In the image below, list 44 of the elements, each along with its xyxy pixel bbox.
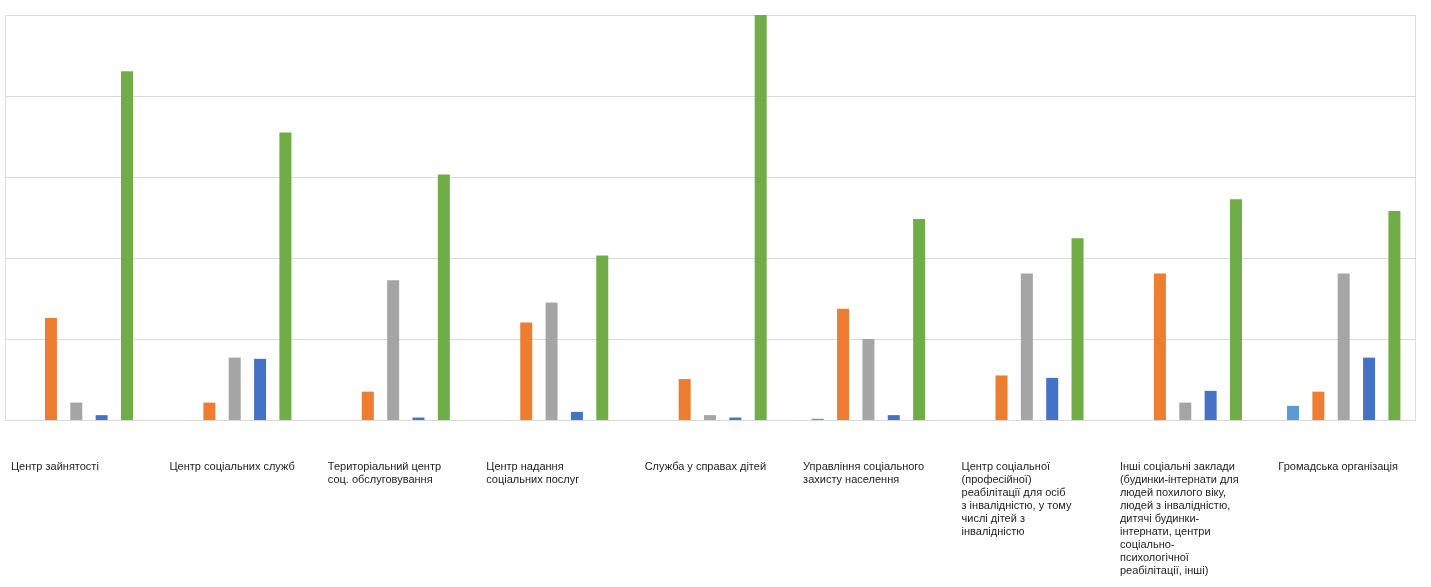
bar (70, 402, 83, 420)
bar (545, 302, 558, 420)
bar (570, 411, 583, 420)
bar (678, 379, 691, 420)
bar (1287, 405, 1300, 420)
bar (254, 358, 267, 420)
bar (44, 317, 57, 420)
bar (1363, 357, 1376, 420)
x-tick-label: Управління соціального захисту населення (803, 459, 925, 485)
bar (203, 402, 216, 420)
bar (837, 308, 850, 420)
bar (754, 15, 767, 420)
bar (887, 415, 900, 420)
bar (520, 322, 533, 420)
bar (120, 71, 133, 420)
x-tick-label: Служба у справах дітей (644, 459, 767, 472)
bar (387, 280, 400, 420)
bar (1071, 238, 1084, 420)
bar (1312, 391, 1325, 420)
x-tick-label: Центр зайнятості (10, 459, 99, 472)
bar (437, 174, 450, 420)
bar (862, 339, 875, 420)
bar (704, 415, 716, 420)
bar (596, 255, 609, 420)
bar (361, 391, 374, 420)
bar (95, 415, 108, 420)
bar (1229, 199, 1242, 420)
bar (279, 132, 292, 420)
bar (1204, 390, 1217, 420)
bar (1337, 273, 1350, 420)
bar (1046, 377, 1059, 420)
category-label: Інші соціальні заклади (будинки-інтернати для людей похилого віку, людей з інвалідністю, дитячі будинки-інтернати, центри соціально-психологічної реабілітації, інші) (1119, 459, 1239, 576)
x-tick-label: Громадська організація (1278, 459, 1399, 472)
bar (1179, 402, 1192, 420)
bar (913, 219, 926, 420)
x-tick-label: Центр соціальних служб (169, 459, 295, 472)
bar (228, 357, 241, 420)
x-tick-label: Територіальний центр соц. обслуговування (327, 459, 442, 485)
bar (1388, 211, 1401, 420)
bar (1020, 273, 1033, 420)
x-tick-label: Центр соціальної (професійної) реабілітації для осіб з інвалідністю, у тому числі дітей з інвалідністю (961, 459, 1072, 537)
x-tick-label: Центр надання соціальних послуг (486, 459, 580, 485)
bar (1153, 273, 1166, 420)
bar (995, 375, 1008, 420)
